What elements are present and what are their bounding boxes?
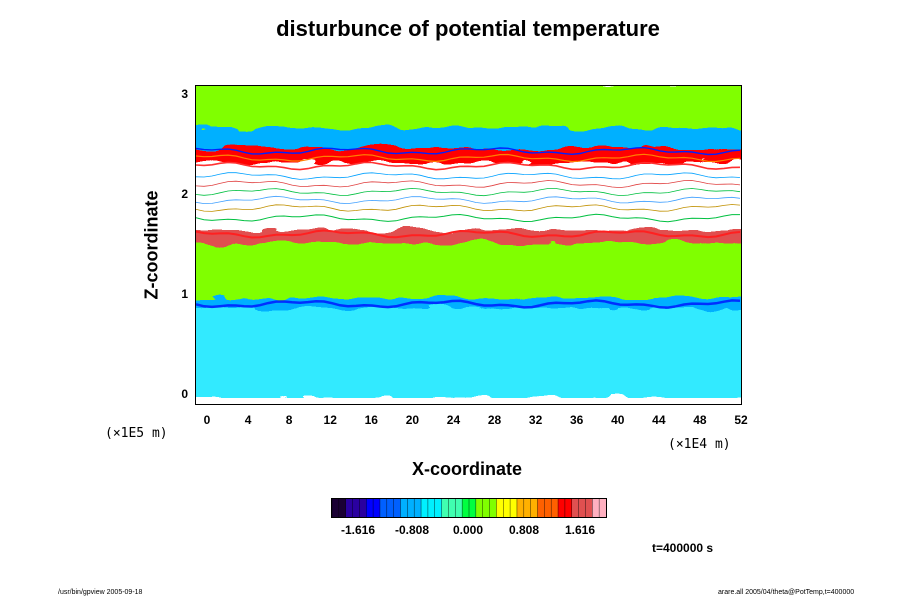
heatmap-layer [196, 86, 741, 128]
x-tick-label: 0 [203, 413, 211, 427]
colorbar-swatch [482, 499, 491, 517]
x-tick-label: 20 [405, 413, 420, 427]
y-scale-note: (×1E5 m) [105, 426, 168, 441]
colorbar-swatch [434, 499, 443, 517]
colorbar-swatch [544, 499, 552, 517]
x-tick-label: 52 [734, 413, 748, 427]
y-tick-label: 2 [181, 187, 188, 201]
colorbar-swatch [407, 499, 415, 517]
colorbar-swatch [585, 499, 593, 517]
colorbar-swatch [338, 499, 347, 517]
x-tick-label: 4 [244, 413, 252, 427]
colorbar-swatch [455, 499, 463, 517]
colorbar-swatch [427, 499, 436, 517]
colorbar-swatch [503, 499, 511, 517]
x-tick-label: 40 [611, 413, 625, 427]
colorbar-swatch [558, 499, 566, 517]
colorbar-swatch [578, 499, 586, 517]
contour-streak [196, 213, 740, 223]
x-tick-label: 24 [446, 413, 461, 427]
heatmap-field [196, 86, 741, 398]
colorbar-swatch [599, 499, 606, 517]
contour-streak [196, 146, 741, 156]
colorbar-swatch [386, 499, 395, 517]
contour-streak [196, 172, 741, 180]
colorbar-tick-label: 0.808 [508, 523, 540, 537]
x-scale-note: (×1E4 m) [668, 437, 731, 452]
colorbar-tick-label: 1.616 [564, 523, 596, 537]
colorbar-swatch [421, 499, 429, 517]
x-tick-label: 36 [570, 413, 584, 427]
colorbar-swatch [516, 499, 525, 517]
y-tick-label: 3 [181, 87, 188, 101]
contour-streak [196, 229, 741, 239]
colorbar-swatch [414, 499, 422, 517]
contour-streak [196, 187, 741, 197]
colorbar-swatch [379, 499, 388, 517]
colorbar-swatch [564, 499, 573, 517]
contour-streak [196, 299, 741, 309]
colorbar-swatch [345, 499, 354, 517]
time-label: t=400000 s [652, 541, 714, 555]
contour-streak [196, 161, 741, 171]
x-tick-label: 44 [652, 413, 666, 427]
contour-streak [196, 204, 741, 212]
chart-title: disturbunce of potential temperature [276, 16, 660, 41]
y-tick-label: 1 [181, 287, 188, 301]
colorbar [331, 498, 607, 518]
colorbar-swatch [332, 499, 340, 517]
x-tick-label: 12 [323, 413, 337, 427]
colorbar-swatch [592, 499, 600, 517]
colorbar-swatch [373, 499, 381, 517]
colorbar-swatch [448, 499, 456, 517]
x-tick-label: 32 [528, 413, 543, 427]
colorbar-swatch [510, 499, 518, 517]
colorbar-swatch [489, 499, 497, 517]
colorbar-swatch [496, 499, 504, 517]
heatmap-layer [196, 159, 741, 230]
colorbar-swatch [359, 499, 367, 517]
x-tick-label: 28 [487, 413, 502, 427]
colorbar-swatch [393, 499, 401, 517]
plot-area [195, 85, 742, 405]
contour-streak [196, 180, 741, 189]
y-tick-label: 0 [181, 387, 188, 401]
contour-streak [196, 153, 741, 163]
colorbar-tick-label: 0.000 [452, 523, 484, 537]
x-tick-label: 16 [364, 413, 378, 427]
colorbar-swatch [352, 499, 360, 517]
colorbar-swatch [462, 499, 470, 517]
contour-streak [196, 195, 741, 205]
colorbar-swatch [441, 499, 449, 517]
colorbar-swatch [469, 499, 477, 517]
colorbar-swatch [523, 499, 532, 517]
colorbar-tick-label: -0.808 [394, 523, 430, 537]
heatmap-layer [196, 304, 741, 398]
x-tick-label: 48 [693, 413, 707, 427]
colorbar-swatch [366, 499, 374, 517]
colorbar-tick-label: -1.616 [340, 523, 376, 537]
colorbar-swatch [551, 499, 559, 517]
colorbar-swatch [537, 499, 545, 517]
footer-source: arare.all 2005/04/theta@PotTemp,t=400000 [718, 589, 855, 596]
heatmap-layer [196, 239, 741, 298]
y-axis-label: Z-coordinate [141, 190, 162, 300]
x-axis-label: X-coordinate [411, 459, 523, 479]
colorbar-swatch [400, 499, 408, 517]
footer-command: /usr/bin/gpview 2005-09-18 [58, 589, 143, 596]
colorbar-swatch [571, 499, 580, 517]
colorbar-swatch [530, 499, 538, 517]
x-tick-label: 8 [285, 413, 293, 427]
colorbar-swatch [475, 499, 484, 517]
